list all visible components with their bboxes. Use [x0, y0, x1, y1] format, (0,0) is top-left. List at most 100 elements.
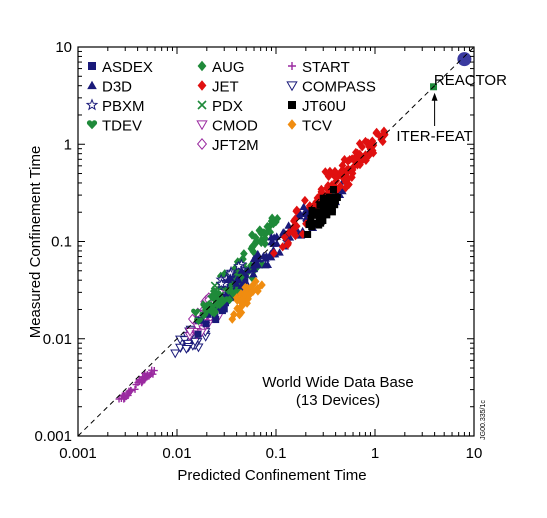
- point-jet: [340, 154, 349, 165]
- point-jet: [291, 214, 299, 224]
- series-jt60u: [304, 186, 341, 238]
- point-aug: [268, 213, 276, 223]
- legend-marker-pdx: [197, 100, 207, 110]
- point-aug: [251, 233, 260, 243]
- point-jt60u: [323, 203, 331, 211]
- point-tcv: [253, 283, 262, 294]
- series-tcv: [228, 276, 266, 324]
- point-asdex: [241, 271, 249, 279]
- point-d3d: [269, 233, 279, 241]
- y-tick-label: 1: [64, 136, 72, 153]
- legend-label-aug: AUG: [212, 59, 245, 76]
- point-jet: [351, 147, 360, 157]
- point-d3d: [249, 270, 258, 278]
- point-jet: [315, 192, 323, 202]
- reference-diagonal: [77, 46, 475, 437]
- point-tcv: [258, 280, 266, 290]
- point-jt60u: [308, 207, 316, 215]
- point-jt60u: [319, 194, 327, 202]
- figure-id-label: JG00.335/1c: [480, 400, 487, 440]
- point-jet: [342, 175, 351, 185]
- legend-label-jft2m: JFT2M: [212, 137, 259, 154]
- point-jet: [350, 155, 359, 165]
- point-d3d: [272, 239, 282, 247]
- point-jet: [368, 146, 377, 156]
- point-tdev: [191, 308, 200, 317]
- point-aug: [226, 285, 234, 295]
- point-d3d: [295, 212, 304, 220]
- point-jt60u: [319, 208, 327, 216]
- point-jet: [350, 161, 358, 171]
- point-d3d: [263, 260, 272, 269]
- legend: ASDEX D3D PBXM TDEV AUG JET PDX CMOD JFT2M START C…: [85, 59, 376, 154]
- legend-label-tcv: TCV: [302, 118, 332, 135]
- point-compass: [181, 344, 192, 354]
- y-tick-label: 0.1: [51, 234, 72, 251]
- point-d3d: [237, 266, 246, 274]
- point-aug: [220, 269, 229, 279]
- point-aug: [240, 249, 248, 259]
- point-aug: [273, 214, 282, 224]
- point-d3d: [275, 248, 284, 256]
- point-tcv: [230, 309, 238, 320]
- legend-marker-start: [288, 62, 296, 70]
- y-tick-label: 10: [55, 39, 72, 56]
- annotation-iter-feat: ITER-FEAT: [396, 128, 472, 145]
- point-jet: [331, 166, 339, 176]
- annotations: World Wide Data Base(13 Devices) REACTOR I…: [262, 72, 507, 440]
- point-d3d: [225, 273, 235, 281]
- point-jet: [341, 183, 350, 193]
- point-tcv: [228, 314, 237, 324]
- point-jet: [292, 221, 301, 231]
- axis-ticks: 0.001 0.01 0.1 1 10 0.001 0.01 0.1 1 10: [34, 39, 482, 462]
- legend-marker-asdex: [88, 62, 96, 70]
- point-jet: [280, 232, 289, 242]
- point-jet: [342, 168, 351, 178]
- point-tcv: [251, 276, 260, 286]
- point-jet: [292, 206, 301, 216]
- series-jet: [269, 126, 389, 258]
- point-jet: [372, 127, 381, 137]
- legend-marker-compass: [286, 81, 298, 92]
- x-tick-label: 1: [371, 445, 379, 462]
- point-jet: [358, 142, 366, 152]
- point-start: [131, 385, 139, 393]
- point-jet: [345, 180, 353, 190]
- legend-marker-jt60u: [288, 101, 296, 109]
- point-tdev: [209, 309, 219, 318]
- point-asdex: [194, 330, 202, 338]
- legend-marker-jft2m: [196, 138, 208, 150]
- point-jet: [284, 238, 293, 248]
- point-aug: [225, 295, 234, 305]
- x-tick-label: 0.01: [162, 445, 191, 462]
- point-jet: [269, 248, 278, 258]
- legend-marker-cmod: [196, 120, 208, 131]
- legend-label-d3d: D3D: [102, 79, 132, 96]
- point-asdex: [230, 284, 238, 292]
- point-start: [126, 388, 134, 396]
- legend-label-jt60u: JT60U: [302, 98, 346, 115]
- legend-label-asdex: ASDEX: [102, 59, 153, 76]
- x-tick-label: 10: [466, 445, 483, 462]
- point-jet: [355, 149, 364, 159]
- point-reactor: [457, 52, 472, 67]
- point-jt60u: [308, 211, 316, 219]
- point-jet: [324, 171, 333, 182]
- point-d3d: [253, 249, 262, 258]
- point-start: [146, 371, 154, 379]
- series-reactor: [457, 52, 472, 67]
- point-start: [136, 378, 144, 386]
- point-jet: [362, 155, 370, 166]
- legend-label-jet: JET: [212, 79, 239, 96]
- point-jt60u: [325, 193, 333, 201]
- point-jt60u: [328, 205, 336, 213]
- point-jet: [348, 172, 356, 182]
- point-jet: [380, 126, 388, 136]
- point-jet: [377, 135, 386, 145]
- point-jt60u: [308, 223, 316, 231]
- point-d3d: [232, 279, 241, 287]
- point-jet: [291, 231, 300, 241]
- point-jet: [337, 166, 346, 176]
- legend-label-compass: COMPASS: [302, 79, 376, 96]
- point-aug: [209, 286, 218, 296]
